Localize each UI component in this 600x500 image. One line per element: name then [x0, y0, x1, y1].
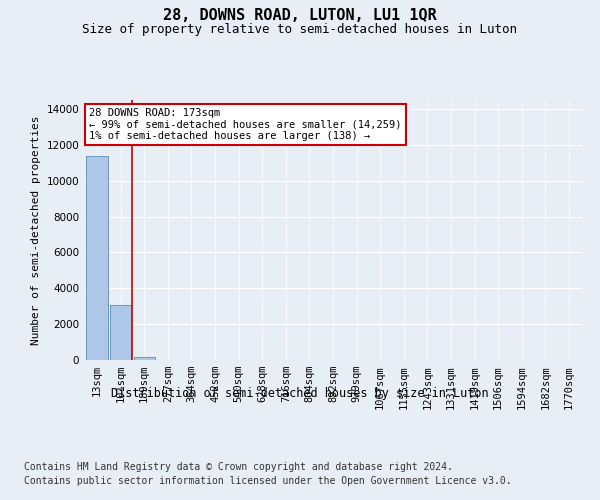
Bar	[134, 356, 155, 360]
Text: 28 DOWNS ROAD: 173sqm
← 99% of semi-detached houses are smaller (14,259)
1% of s: 28 DOWNS ROAD: 173sqm ← 99% of semi-deta…	[89, 108, 401, 141]
Text: Size of property relative to semi-detached houses in Luton: Size of property relative to semi-detach…	[83, 22, 517, 36]
Text: 28, DOWNS ROAD, LUTON, LU1 1QR: 28, DOWNS ROAD, LUTON, LU1 1QR	[163, 8, 437, 22]
Text: Contains public sector information licensed under the Open Government Licence v3: Contains public sector information licen…	[24, 476, 512, 486]
Text: Contains HM Land Registry data © Crown copyright and database right 2024.: Contains HM Land Registry data © Crown c…	[24, 462, 453, 472]
Bar	[86, 156, 107, 360]
Bar	[110, 306, 131, 360]
Text: Distribution of semi-detached houses by size in Luton: Distribution of semi-detached houses by …	[111, 388, 489, 400]
Y-axis label: Number of semi-detached properties: Number of semi-detached properties	[31, 116, 41, 345]
